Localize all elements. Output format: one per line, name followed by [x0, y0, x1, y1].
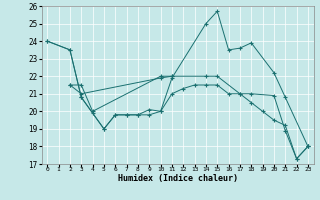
X-axis label: Humidex (Indice chaleur): Humidex (Indice chaleur) [118, 174, 237, 183]
